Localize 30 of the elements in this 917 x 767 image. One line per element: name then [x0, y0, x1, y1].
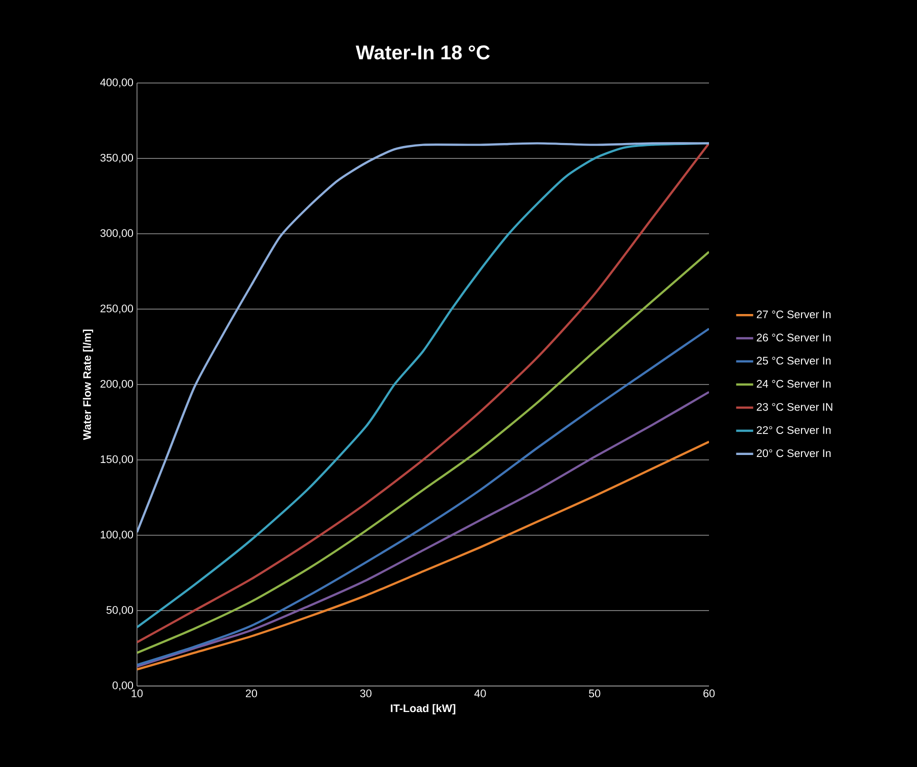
legend-label: 27 °C Server In	[756, 310, 831, 318]
y-tick-label: 400,00	[100, 78, 134, 88]
legend-label: 26 °C Server In	[756, 334, 831, 342]
x-tick-label: 30	[360, 690, 372, 698]
line-series	[137, 142, 710, 534]
legend-label: 25 °C Server In	[756, 356, 831, 365]
chart-title: Water-In 18 °C	[356, 45, 490, 60]
legend-label: 24 °C Server In	[756, 380, 831, 388]
y-tick-label: 350,00	[100, 154, 134, 163]
y-tick-label: 200,00	[100, 380, 134, 390]
line-series	[137, 250, 710, 654]
x-tick-label: 60	[703, 690, 715, 698]
x-tick-label: 50	[588, 690, 600, 698]
legend-label: 20° C Server In	[756, 449, 831, 458]
line-series	[137, 328, 710, 666]
x-tick-label: 10	[132, 690, 143, 698]
y-tick-label: 150,00	[100, 455, 134, 464]
x-tick-label: 20	[246, 690, 258, 698]
legend-label: 22° C Server In	[756, 426, 831, 434]
y-tick-label: 100,00	[100, 530, 134, 540]
y-tick-label: 250,00	[100, 304, 134, 314]
line-series	[137, 440, 710, 671]
y-tick-label: 300,00	[100, 229, 134, 238]
y-tick-label: 50,00	[106, 606, 134, 616]
legend-label: 23 °C Server IN	[756, 403, 832, 411]
y-axis-title: Water Flow Rate [l/m]	[82, 330, 94, 440]
x-tick-label: 40	[474, 690, 486, 698]
y-tick-label: 0,00	[112, 681, 134, 691]
line-series	[137, 390, 710, 668]
x-axis-title: IT-Load [kW]	[390, 704, 456, 714]
